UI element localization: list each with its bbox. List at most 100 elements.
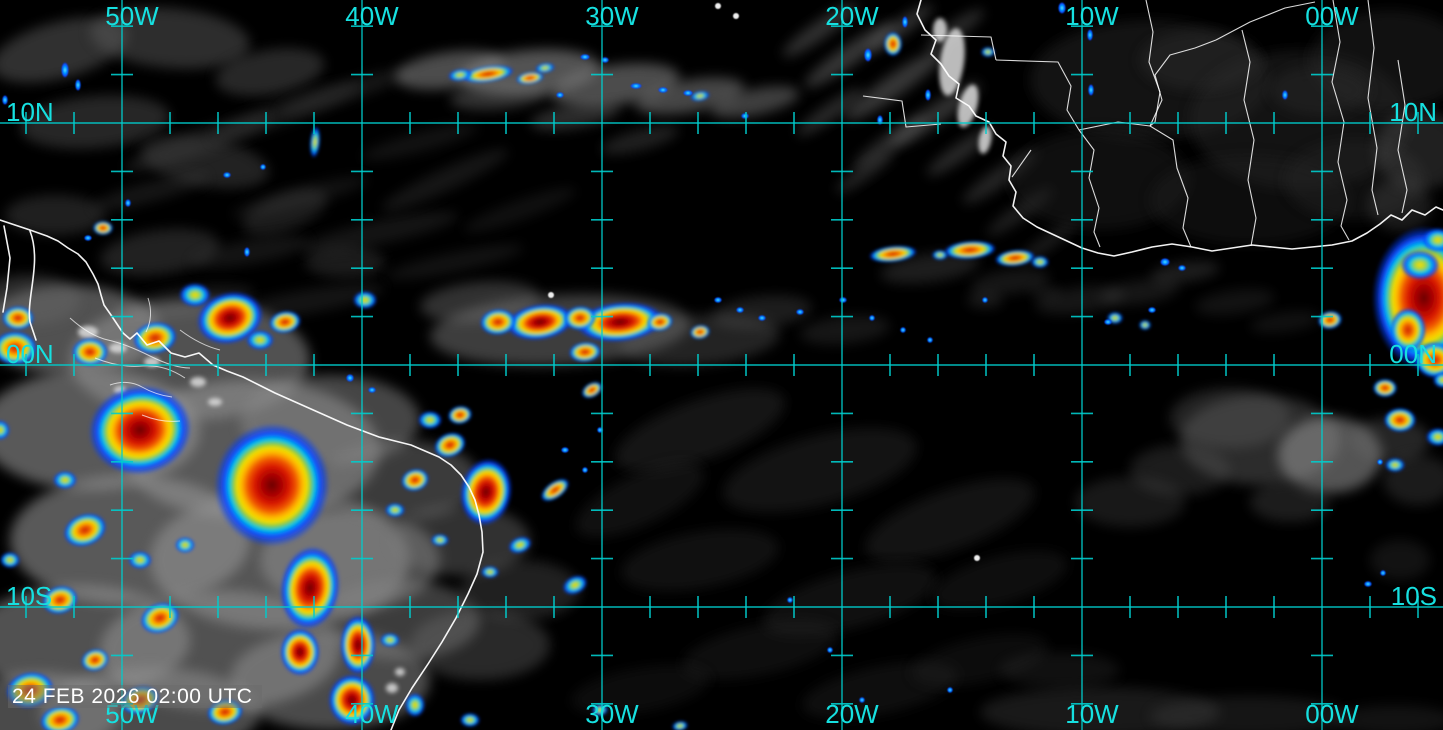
coastline bbox=[2, 225, 11, 313]
gray-cloud bbox=[1029, 285, 1061, 299]
gray-cloud bbox=[1250, 310, 1320, 334]
convection-speck bbox=[630, 83, 642, 89]
country-border bbox=[1215, 1, 1316, 41]
convection-speck bbox=[223, 172, 231, 178]
convection-speck bbox=[796, 309, 804, 315]
convection-cell-strong bbox=[1318, 310, 1342, 330]
convection-speck bbox=[827, 647, 833, 653]
timestamp-overlay: 24 FEB 2026 02:00 UTC bbox=[8, 685, 263, 708]
gray-cloud bbox=[681, 620, 839, 680]
gray-cloud bbox=[100, 228, 220, 276]
gray-cloud bbox=[91, 173, 209, 211]
convection-cell-moderate bbox=[385, 503, 405, 517]
gray-cloud bbox=[5, 195, 105, 235]
longitude-label-bottom: 40W bbox=[345, 699, 399, 729]
convection-cell-moderate bbox=[508, 536, 532, 554]
convection-cell-strong bbox=[2, 306, 34, 330]
cloud-speck bbox=[733, 13, 739, 19]
convection-cell-strong bbox=[480, 308, 516, 336]
gray-cloud bbox=[450, 80, 550, 110]
gray-cloud bbox=[320, 440, 480, 520]
gray-cloud bbox=[1370, 540, 1430, 580]
convection-cell-moderate bbox=[418, 411, 442, 429]
convection-cell-moderate bbox=[981, 47, 995, 57]
convection-cell-strong bbox=[401, 468, 429, 492]
longitude-label-bottom: 00W bbox=[1305, 699, 1359, 729]
gray-cloud bbox=[845, 49, 945, 121]
convection-cell-moderate bbox=[128, 551, 152, 569]
gray-cloud bbox=[880, 252, 980, 284]
convection-speck bbox=[927, 337, 933, 343]
convection-cell-moderate bbox=[1400, 250, 1440, 280]
coastline bbox=[28, 230, 37, 341]
gray-cloud bbox=[361, 123, 479, 161]
gray-cloud bbox=[926, 128, 994, 176]
river-line bbox=[109, 381, 173, 398]
latitude-label-left: 00N bbox=[6, 339, 54, 369]
gray-cloud bbox=[1140, 30, 1260, 90]
convection-cell-moderate bbox=[1433, 372, 1443, 388]
cloud-speck bbox=[548, 292, 554, 298]
convection-speck bbox=[900, 327, 906, 333]
gray-cloud bbox=[836, 151, 894, 193]
gray-cloud bbox=[1368, 179, 1432, 231]
convection-speck bbox=[1364, 581, 1372, 587]
convection-speck bbox=[61, 62, 69, 78]
convection-speck bbox=[683, 90, 693, 96]
convection-speck bbox=[601, 57, 609, 63]
gray-cloud bbox=[1195, 288, 1275, 316]
convection-cell-moderate bbox=[1422, 228, 1443, 252]
bright-cloud bbox=[386, 683, 398, 693]
country-border bbox=[862, 95, 942, 128]
convection-cell-intense bbox=[328, 674, 376, 726]
longitude-label-top: 50W bbox=[105, 1, 159, 31]
country-border bbox=[1397, 59, 1408, 214]
convection-cell-moderate bbox=[179, 283, 211, 307]
river-line bbox=[141, 414, 181, 422]
convection-cell-moderate bbox=[672, 720, 688, 730]
convection-cell-strong bbox=[269, 310, 301, 334]
convection-cell-strong bbox=[516, 71, 544, 85]
convection-speck bbox=[869, 315, 875, 321]
gray-cloud bbox=[301, 211, 459, 253]
gray-cloud bbox=[911, 634, 1049, 686]
convection-speck bbox=[714, 297, 722, 303]
gray-cloud bbox=[575, 462, 705, 538]
convection-speck bbox=[1282, 90, 1288, 100]
gray-cloud bbox=[278, 68, 412, 116]
river-line bbox=[145, 297, 152, 333]
convection-speck bbox=[1104, 319, 1112, 325]
convection-speck bbox=[561, 447, 569, 453]
gray-cloud bbox=[852, 115, 928, 169]
convection-cell-intense bbox=[280, 628, 320, 676]
convection-cell-intense bbox=[506, 303, 574, 341]
gray-cloud bbox=[712, 295, 812, 329]
convection-cell-intense bbox=[279, 546, 341, 630]
convection-speck bbox=[859, 697, 865, 703]
longitude-label-top: 10W bbox=[1065, 1, 1119, 31]
gray-cloud bbox=[20, 95, 170, 149]
coastline bbox=[916, 0, 1443, 257]
gray-cloud bbox=[782, 3, 858, 57]
convection-cell-moderate bbox=[246, 330, 274, 350]
bright-cloud bbox=[939, 28, 965, 96]
convection-cell-moderate bbox=[592, 703, 608, 717]
gray-cloud bbox=[1150, 696, 1350, 730]
convection-cell-moderate bbox=[481, 566, 499, 578]
convection-speck bbox=[1058, 2, 1066, 14]
convection-cell-intense bbox=[196, 291, 264, 345]
convection-cell-strong bbox=[1373, 379, 1397, 397]
convection-speck bbox=[839, 297, 847, 303]
gray-cloud bbox=[722, 427, 918, 513]
convection-cell-moderate bbox=[405, 693, 425, 717]
convection-cell-strong bbox=[0, 331, 37, 365]
convection-cell-moderate bbox=[448, 68, 472, 82]
convection-speck bbox=[1377, 459, 1383, 465]
convection-speck bbox=[758, 315, 766, 321]
convection-cell-moderate bbox=[1385, 458, 1405, 472]
convection-speck bbox=[658, 87, 668, 93]
